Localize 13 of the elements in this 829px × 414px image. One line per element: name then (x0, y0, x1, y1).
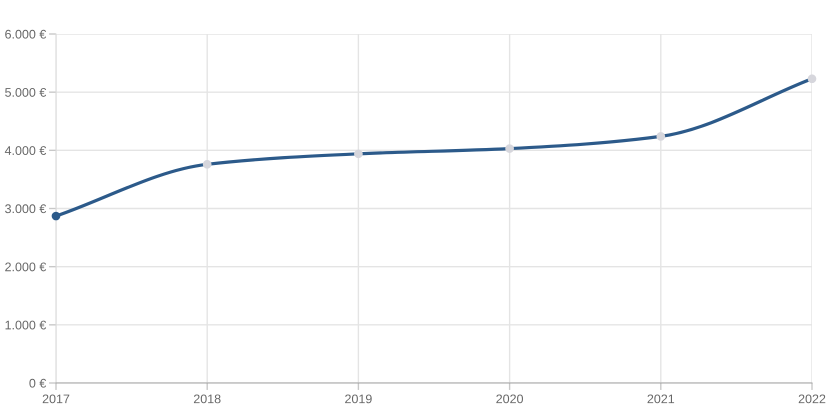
y-tick-label: 5.000 € (5, 88, 46, 97)
y-tick-label: 0 € (29, 378, 46, 388)
x-tick-label: 2021 (648, 394, 674, 404)
x-tick-label: 2019 (345, 394, 372, 404)
x-tick-label: 2022 (798, 394, 826, 404)
y-tick-label: 3.000 € (5, 204, 46, 214)
x-tick-label: 2017 (42, 394, 70, 404)
x-tick-label: 2020 (496, 394, 524, 404)
y-tick-label: 1.000 € (6, 320, 46, 330)
y-tick-label: 2.000 € (5, 262, 46, 272)
x-tick-label: 2018 (194, 394, 221, 404)
y-tick-label: 4.000 € (4, 146, 46, 155)
y-tick-label: 6.000 € (5, 30, 46, 39)
